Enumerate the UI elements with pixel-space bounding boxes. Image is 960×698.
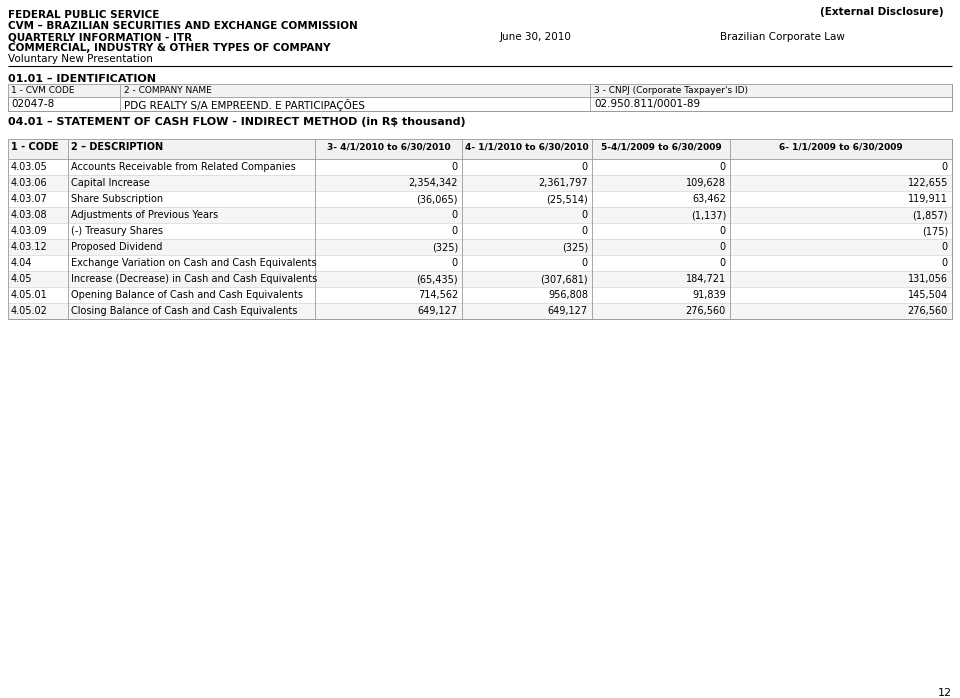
Text: 0: 0 bbox=[582, 226, 588, 236]
Text: (1,857): (1,857) bbox=[913, 210, 948, 220]
Text: 119,911: 119,911 bbox=[908, 194, 948, 204]
Text: 5-4/1/2009 to 6/30/2009: 5-4/1/2009 to 6/30/2009 bbox=[601, 142, 721, 151]
Text: 0: 0 bbox=[582, 258, 588, 268]
Text: 0: 0 bbox=[452, 226, 458, 236]
Text: (-) Treasury Shares: (-) Treasury Shares bbox=[71, 226, 163, 236]
Text: 0: 0 bbox=[942, 258, 948, 268]
Text: (25,514): (25,514) bbox=[546, 194, 588, 204]
Text: 109,628: 109,628 bbox=[686, 178, 726, 188]
Text: June 30, 2010: June 30, 2010 bbox=[500, 32, 572, 42]
Text: Share Subscription: Share Subscription bbox=[71, 194, 163, 204]
Text: 0: 0 bbox=[452, 210, 458, 220]
Text: 1 - CODE: 1 - CODE bbox=[11, 142, 59, 152]
Bar bbox=[8, 223, 952, 239]
Text: 649,127: 649,127 bbox=[548, 306, 588, 316]
Text: COMMERCIAL, INDUSTRY & OTHER TYPES OF COMPANY: COMMERCIAL, INDUSTRY & OTHER TYPES OF CO… bbox=[8, 43, 330, 53]
Text: (65,435): (65,435) bbox=[417, 274, 458, 284]
Text: 04.01 – STATEMENT OF CASH FLOW - INDIRECT METHOD (in R$ thousand): 04.01 – STATEMENT OF CASH FLOW - INDIREC… bbox=[8, 117, 466, 127]
Text: 4.03.09: 4.03.09 bbox=[11, 226, 48, 236]
Text: 131,056: 131,056 bbox=[908, 274, 948, 284]
Text: 12: 12 bbox=[938, 688, 952, 698]
Text: 276,560: 276,560 bbox=[908, 306, 948, 316]
Text: 4.03.12: 4.03.12 bbox=[11, 242, 48, 252]
Text: (307,681): (307,681) bbox=[540, 274, 588, 284]
Text: Adjustments of Previous Years: Adjustments of Previous Years bbox=[71, 210, 218, 220]
Text: 0: 0 bbox=[720, 226, 726, 236]
Text: Voluntary New Presentation: Voluntary New Presentation bbox=[8, 54, 153, 64]
Text: Exchange Variation on Cash and Cash Equivalents: Exchange Variation on Cash and Cash Equi… bbox=[71, 258, 317, 268]
Text: 1 - CVM CODE: 1 - CVM CODE bbox=[11, 86, 75, 95]
Bar bbox=[8, 139, 952, 319]
Bar bbox=[8, 84, 952, 111]
Text: 0: 0 bbox=[582, 162, 588, 172]
Text: (325): (325) bbox=[562, 242, 588, 252]
Text: 63,462: 63,462 bbox=[692, 194, 726, 204]
Bar bbox=[8, 139, 952, 159]
Text: 649,127: 649,127 bbox=[418, 306, 458, 316]
Bar bbox=[8, 175, 952, 191]
Text: 2,354,342: 2,354,342 bbox=[409, 178, 458, 188]
Text: 4- 1/1/2010 to 6/30/2010: 4- 1/1/2010 to 6/30/2010 bbox=[466, 142, 588, 151]
Text: (325): (325) bbox=[432, 242, 458, 252]
Bar bbox=[8, 239, 952, 255]
Text: (175): (175) bbox=[922, 226, 948, 236]
Text: 956,808: 956,808 bbox=[548, 290, 588, 300]
Text: 4.03.08: 4.03.08 bbox=[11, 210, 48, 220]
Text: 0: 0 bbox=[942, 162, 948, 172]
Text: 4.03.06: 4.03.06 bbox=[11, 178, 48, 188]
Text: 2 - COMPANY NAME: 2 - COMPANY NAME bbox=[124, 86, 212, 95]
Bar bbox=[8, 84, 952, 97]
Text: 02.950.811/0001-89: 02.950.811/0001-89 bbox=[594, 99, 700, 109]
Text: 3 - CNPJ (Corporate Taxpayer's ID): 3 - CNPJ (Corporate Taxpayer's ID) bbox=[594, 86, 748, 95]
Text: 4.05.02: 4.05.02 bbox=[11, 306, 48, 316]
Text: 714,562: 714,562 bbox=[418, 290, 458, 300]
Text: 0: 0 bbox=[452, 258, 458, 268]
Text: Brazilian Corporate Law: Brazilian Corporate Law bbox=[720, 32, 845, 42]
Bar bbox=[8, 159, 952, 175]
Text: 2,361,797: 2,361,797 bbox=[539, 178, 588, 188]
Bar bbox=[8, 287, 952, 303]
Text: 0: 0 bbox=[942, 242, 948, 252]
Text: PDG REALTY S/A EMPREEND. E PARTICIPAÇÕES: PDG REALTY S/A EMPREEND. E PARTICIPAÇÕES bbox=[124, 99, 365, 111]
Text: (36,065): (36,065) bbox=[417, 194, 458, 204]
Text: CVM – BRAZILIAN SECURITIES AND EXCHANGE COMMISSION: CVM – BRAZILIAN SECURITIES AND EXCHANGE … bbox=[8, 21, 358, 31]
Text: 4.05.01: 4.05.01 bbox=[11, 290, 48, 300]
Text: Accounts Receivable from Related Companies: Accounts Receivable from Related Compani… bbox=[71, 162, 296, 172]
Text: 3- 4/1/2010 to 6/30/2010: 3- 4/1/2010 to 6/30/2010 bbox=[326, 142, 450, 151]
Text: 0: 0 bbox=[582, 210, 588, 220]
Text: 0: 0 bbox=[720, 162, 726, 172]
Text: FEDERAL PUBLIC SERVICE: FEDERAL PUBLIC SERVICE bbox=[8, 10, 159, 20]
Text: 2 – DESCRIPTION: 2 – DESCRIPTION bbox=[71, 142, 163, 152]
Text: 145,504: 145,504 bbox=[908, 290, 948, 300]
Text: Capital Increase: Capital Increase bbox=[71, 178, 150, 188]
Text: (External Disclosure): (External Disclosure) bbox=[820, 7, 944, 17]
Text: QUARTERLY INFORMATION - ITR: QUARTERLY INFORMATION - ITR bbox=[8, 32, 192, 42]
Bar bbox=[8, 271, 952, 287]
Text: 4.03.07: 4.03.07 bbox=[11, 194, 48, 204]
Text: 276,560: 276,560 bbox=[685, 306, 726, 316]
Text: 0: 0 bbox=[720, 258, 726, 268]
Text: Closing Balance of Cash and Cash Equivalents: Closing Balance of Cash and Cash Equival… bbox=[71, 306, 298, 316]
Bar bbox=[8, 191, 952, 207]
Bar bbox=[8, 303, 952, 319]
Text: 4.03.05: 4.03.05 bbox=[11, 162, 48, 172]
Text: 02047-8: 02047-8 bbox=[11, 99, 55, 109]
Text: 122,655: 122,655 bbox=[907, 178, 948, 188]
Text: 91,839: 91,839 bbox=[692, 290, 726, 300]
Text: Increase (Decrease) in Cash and Cash Equivalents: Increase (Decrease) in Cash and Cash Equ… bbox=[71, 274, 317, 284]
Text: 0: 0 bbox=[452, 162, 458, 172]
Text: 4.04: 4.04 bbox=[11, 258, 33, 268]
Text: 184,721: 184,721 bbox=[685, 274, 726, 284]
Text: (1,137): (1,137) bbox=[690, 210, 726, 220]
Bar bbox=[8, 207, 952, 223]
Bar bbox=[8, 255, 952, 271]
Text: Opening Balance of Cash and Cash Equivalents: Opening Balance of Cash and Cash Equival… bbox=[71, 290, 303, 300]
Text: 4.05: 4.05 bbox=[11, 274, 33, 284]
Text: 01.01 – IDENTIFICATION: 01.01 – IDENTIFICATION bbox=[8, 74, 156, 84]
Text: Proposed Dividend: Proposed Dividend bbox=[71, 242, 162, 252]
Text: 0: 0 bbox=[720, 242, 726, 252]
Text: 6- 1/1/2009 to 6/30/2009: 6- 1/1/2009 to 6/30/2009 bbox=[780, 142, 902, 151]
